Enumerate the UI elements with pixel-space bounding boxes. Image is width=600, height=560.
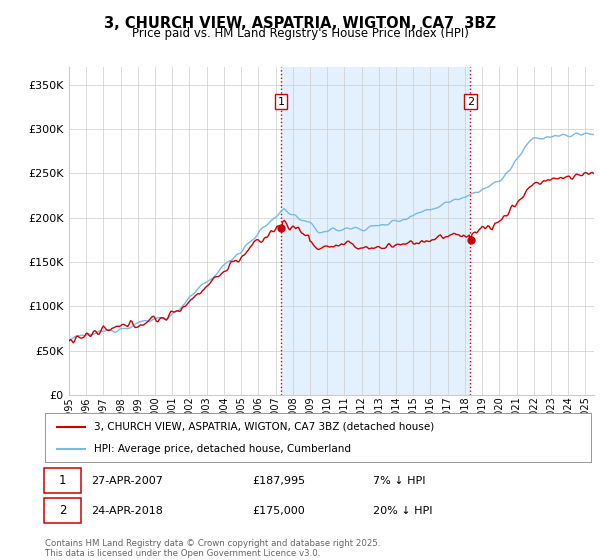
Text: £175,000: £175,000 [253,506,305,516]
FancyBboxPatch shape [44,498,81,524]
Text: 2: 2 [59,504,66,517]
Text: 1: 1 [59,474,66,487]
Text: HPI: Average price, detached house, Cumberland: HPI: Average price, detached house, Cumb… [94,444,351,454]
Text: 20% ↓ HPI: 20% ↓ HPI [373,506,432,516]
Text: 7% ↓ HPI: 7% ↓ HPI [373,475,425,486]
Text: Contains HM Land Registry data © Crown copyright and database right 2025.
This d: Contains HM Land Registry data © Crown c… [45,539,380,558]
Bar [281,67,470,395]
Text: 24-APR-2018: 24-APR-2018 [91,506,163,516]
Text: Price paid vs. HM Land Registry's House Price Index (HPI): Price paid vs. HM Land Registry's House … [131,27,469,40]
FancyBboxPatch shape [44,468,81,493]
Text: 3, CHURCH VIEW, ASPATRIA, WIGTON, CA7  3BZ: 3, CHURCH VIEW, ASPATRIA, WIGTON, CA7 3B… [104,16,496,31]
Text: 3, CHURCH VIEW, ASPATRIA, WIGTON, CA7 3BZ (detached house): 3, CHURCH VIEW, ASPATRIA, WIGTON, CA7 3B… [94,422,434,432]
Text: 1: 1 [278,96,284,106]
Text: 27-APR-2007: 27-APR-2007 [91,475,163,486]
Text: 2: 2 [467,96,474,106]
Text: £187,995: £187,995 [253,475,305,486]
